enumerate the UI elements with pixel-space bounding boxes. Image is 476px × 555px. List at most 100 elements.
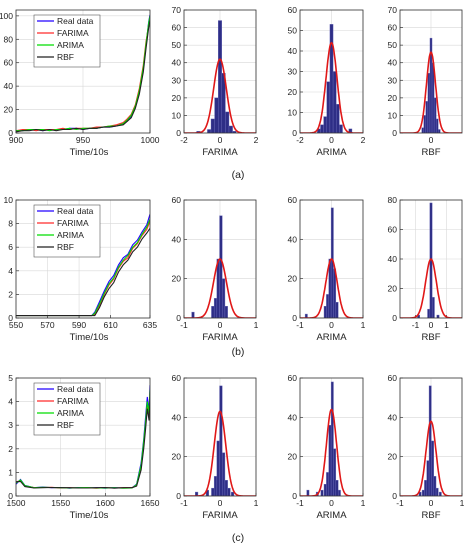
y-tick-label: 10 (4, 195, 14, 205)
x-tick-label: 0 (329, 498, 334, 508)
y-tick-label: 40 (172, 412, 182, 422)
histogram-bar (435, 487, 439, 496)
y-tick-label: 40 (388, 412, 398, 422)
histogram-bar (435, 118, 439, 133)
y-tick-label: 30 (388, 75, 398, 85)
y-tick-label: 10 (288, 108, 298, 118)
histogram-bar (433, 476, 437, 496)
y-tick-label: 60 (172, 23, 182, 33)
plot-frame (299, 9, 364, 134)
x-tick-label: 1 (460, 498, 465, 508)
y-tick-label: 40 (172, 234, 182, 244)
y-tick-label: 40 (388, 58, 398, 68)
x-tick-label: 2 (254, 135, 259, 145)
histogram-bar (210, 118, 215, 133)
histogram-bar (427, 308, 431, 318)
plot-frame (183, 377, 257, 497)
x-tick-label: 590 (72, 320, 86, 330)
x-axis-label: RBF (422, 332, 441, 343)
histogram-bar (323, 484, 327, 496)
legend-box (33, 14, 101, 68)
legend-label: Real data (57, 16, 94, 26)
x-axis-label: Time/10s (70, 510, 109, 521)
legend-label: FARIMA (57, 218, 89, 228)
y-tick-label: 8 (8, 219, 13, 229)
x-tick-label: 1 (254, 498, 259, 508)
legend-label: Real data (57, 206, 94, 216)
x-tick-label: -1 (180, 320, 188, 330)
y-tick-label: 0 (8, 128, 13, 138)
y-tick-label: 80 (388, 195, 398, 205)
histogram-bar (326, 294, 329, 318)
y-tick-label: 0 (392, 128, 397, 138)
plot-content (300, 381, 363, 496)
panel-caption: (a) (232, 169, 245, 181)
x-tick-label: -1 (180, 498, 188, 508)
plot-frame (15, 199, 151, 319)
y-tick-label: 5 (8, 373, 13, 383)
histogram-bar (222, 278, 226, 318)
histogram-bar (323, 116, 327, 133)
normal-fit-curve (400, 51, 462, 133)
histogram-bar (222, 452, 226, 496)
legend-label: RBF (57, 242, 74, 252)
histogram-bar (330, 381, 334, 496)
y-tick-label: 2 (8, 289, 13, 299)
y-tick-label: 100 (0, 11, 13, 21)
x-axis-label: FARIMA (202, 510, 238, 521)
plot-frame (183, 199, 257, 319)
y-tick-label: 50 (388, 40, 398, 50)
y-tick-label: 40 (4, 81, 14, 91)
x-tick-label: 1000 (141, 135, 160, 145)
histogram-bar (438, 129, 441, 133)
plot-content (16, 385, 150, 489)
y-tick-label: 20 (388, 452, 398, 462)
plot-content (16, 214, 150, 317)
histogram-bar (225, 111, 230, 133)
y-tick-label: 3 (8, 420, 13, 430)
series-line-rbf (16, 227, 150, 317)
y-tick-label: 0 (8, 491, 13, 501)
histogram-bar (227, 487, 231, 496)
normal-fit-curve (400, 420, 462, 496)
x-tick-label: 570 (40, 320, 54, 330)
normal-fit-curve (300, 408, 363, 496)
legend-label: RBF (57, 420, 74, 430)
panel-caption: (c) (232, 532, 244, 544)
y-tick-label: 30 (172, 75, 182, 85)
y-tick-label: 0 (392, 313, 397, 323)
histogram-bar (336, 104, 340, 133)
histogram-bar (328, 425, 332, 496)
histogram-bar (211, 487, 215, 496)
x-axis-label: RBF (422, 510, 441, 521)
x-tick-label: 1 (444, 320, 449, 330)
histogram-bar (333, 448, 337, 496)
histogram-bar (326, 472, 329, 496)
x-axis-label: Time/10s (70, 332, 109, 343)
panel-caption: (b) (232, 346, 245, 358)
histogram-bar (438, 491, 442, 496)
y-tick-label: 20 (172, 93, 182, 103)
histogram-bar (337, 489, 341, 496)
histogram-bar (219, 215, 223, 318)
x-tick-label: 635 (143, 320, 157, 330)
y-tick-label: 20 (172, 452, 182, 462)
histogram-bar (224, 306, 228, 318)
plot-frame (399, 199, 463, 319)
x-tick-label: -1 (396, 498, 404, 508)
line-panel-c-0: 0 1 2 3 4 5 1500 1550 1600 1650 Real data FARIMA ARI… (7, 373, 160, 521)
histogram-bar (213, 476, 218, 496)
histogram-bar (418, 491, 422, 496)
y-tick-label: 40 (388, 254, 398, 264)
histogram-bar (191, 311, 195, 318)
y-tick-label: 1 (8, 467, 13, 477)
histogram-bar (306, 489, 310, 496)
histogram-bar (335, 302, 339, 318)
x-tick-label: -1 (296, 498, 304, 508)
